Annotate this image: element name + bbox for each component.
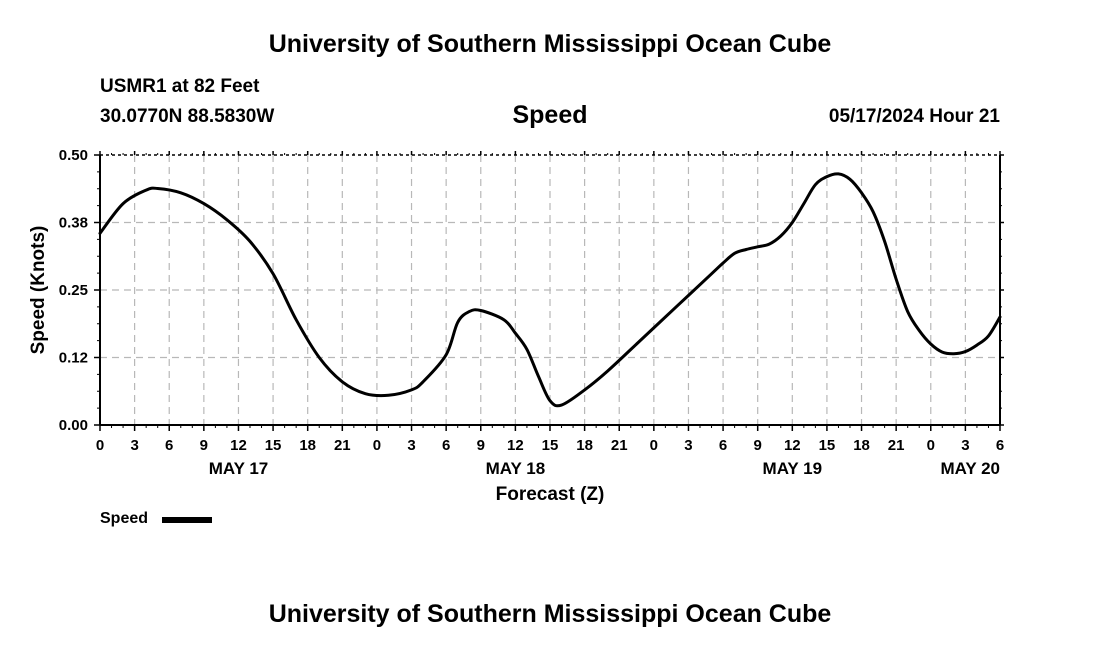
x-tick-label: 3	[961, 437, 969, 454]
y-tick-label: 0.00	[59, 417, 88, 434]
x-tick-label: 18	[853, 437, 870, 454]
x-tick-label: 15	[265, 437, 282, 454]
x-tick-label: 9	[200, 437, 208, 454]
legend-swatch	[162, 517, 212, 523]
x-tick-label: 6	[996, 437, 1004, 454]
x-tick-label: 6	[165, 437, 173, 454]
y-tick-label: 0.50	[59, 147, 88, 164]
axes	[94, 151, 1004, 431]
x-tick-label: 21	[334, 437, 351, 454]
x-tick-label: 18	[576, 437, 593, 454]
x-tick-label: 3	[407, 437, 415, 454]
station-coordinates: 30.0770N 88.5830W	[100, 106, 275, 127]
date-label: MAY 17	[209, 459, 269, 478]
x-tick-label: 0	[650, 437, 658, 454]
station-label: USMR1 at 82 Feet	[100, 76, 260, 97]
x-tick-label: 12	[784, 437, 801, 454]
page-title: University of Southern Mississippi Ocean…	[268, 30, 832, 58]
legend-label: Speed	[100, 510, 149, 527]
footer-title: University of Southern Mississippi Ocean…	[268, 600, 832, 628]
chart-title: Speed	[512, 101, 588, 129]
x-tick-label: 0	[96, 437, 104, 454]
y-tick-label: 0.12	[59, 350, 88, 367]
x-tick-label: 6	[442, 437, 450, 454]
y-axis-label: Speed (Knots)	[28, 226, 49, 355]
date-label: MAY 18	[486, 459, 546, 478]
date-label: MAY 20	[940, 459, 1000, 478]
x-tick-label: 12	[507, 437, 524, 454]
y-tick-label: 0.25	[59, 282, 88, 299]
date-label: MAY 19	[763, 459, 823, 478]
x-axis-label: Forecast (Z)	[496, 484, 605, 505]
x-tick-label: 9	[477, 437, 485, 454]
x-tick-label: 15	[542, 437, 559, 454]
x-tick-label: 21	[888, 437, 905, 454]
axis-labels: Speed (Knots) Forecast (Z) 0 3 6 9 12 15 18 21 0…	[28, 147, 1004, 505]
x-tick-label: 6	[719, 437, 727, 454]
speed-series-line	[98, 172, 1002, 408]
forecast-issue-time: 05/17/2024 Hour 21	[828, 106, 1000, 127]
y-tick-label: 0.38	[59, 215, 88, 232]
x-tick-label: 18	[299, 437, 316, 454]
x-tick-label: 15	[819, 437, 836, 454]
x-tick-label: 3	[684, 437, 692, 454]
x-tick-label: 3	[130, 437, 138, 454]
x-tick-label: 0	[927, 437, 935, 454]
x-tick-label: 21	[611, 437, 628, 454]
x-tick-label: 0	[373, 437, 381, 454]
x-tick-label: 12	[230, 437, 247, 454]
series-lines	[98, 172, 1002, 408]
x-tick-label: 9	[754, 437, 762, 454]
